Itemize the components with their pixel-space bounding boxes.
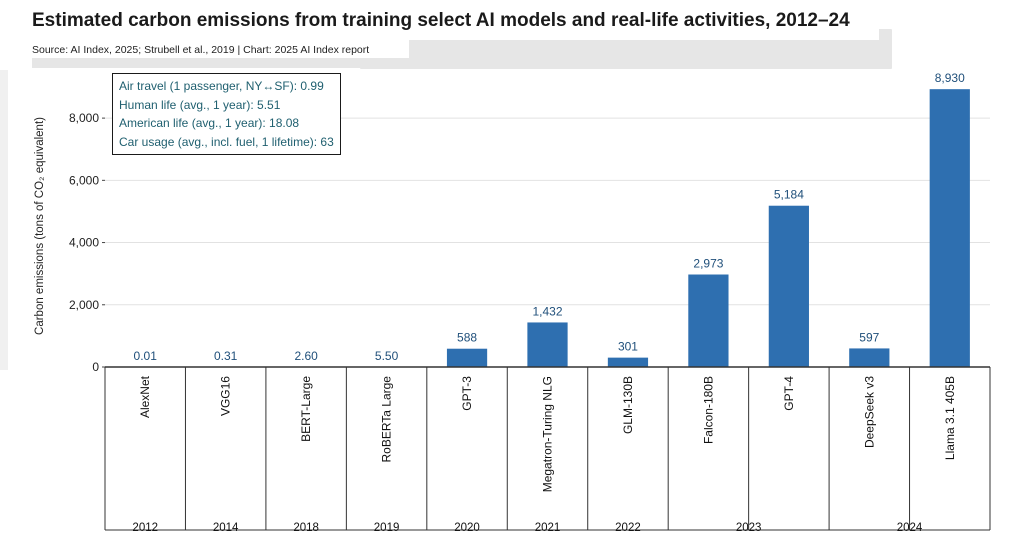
bar-value-label: 5,184 <box>774 188 804 202</box>
decorative-strip <box>0 70 8 370</box>
category-label: AlexNet <box>138 375 152 418</box>
bar-value-label: 301 <box>618 340 638 354</box>
bar-value-label: 8,930 <box>935 71 965 85</box>
y-tick-label: 2,000 <box>69 298 99 312</box>
bar-value-label: 597 <box>859 330 879 344</box>
year-label: 2020 <box>454 522 480 534</box>
bar-value-label: 0.31 <box>214 349 238 363</box>
year-label: 2019 <box>374 522 400 534</box>
bar <box>607 357 649 367</box>
source-background <box>24 40 409 58</box>
bar-value-label: 5.50 <box>375 349 399 363</box>
chart-title: Estimated carbon emissions from training… <box>32 10 850 31</box>
legend-item-american-life: American life (avg., 1 year): 18.08 <box>119 116 300 130</box>
y-tick-label: 6,000 <box>69 173 99 187</box>
reference-legend: Air travel (1 passenger, NY↔SF): 0.99 Hu… <box>112 73 341 155</box>
bar-value-label: 0.01 <box>134 349 158 363</box>
bar <box>688 274 729 367</box>
category-label: VGG16 <box>219 376 233 416</box>
category-label: Llama 3.1 405B <box>943 376 957 460</box>
category-label: BERT-Large <box>299 376 313 442</box>
year-label: 2022 <box>615 522 641 534</box>
year-label: 2023 <box>736 522 762 534</box>
bar <box>527 322 568 367</box>
legend-item-car-usage: Car usage (avg., incl. fuel, 1 lifetime)… <box>119 134 334 149</box>
year-label: 2018 <box>293 522 319 534</box>
decorative-band-lower <box>32 58 892 68</box>
chart-source: Source: AI Index, 2025; Strubell et al.,… <box>32 44 370 56</box>
category-label: Falcon-180B <box>701 376 715 444</box>
bar <box>446 348 488 367</box>
category-label: Megatron-Turing NLG <box>541 376 555 492</box>
y-tick-label: 4,000 <box>69 236 99 250</box>
year-label: 2021 <box>535 522 561 534</box>
y-tick-label: 0 <box>92 360 99 374</box>
year-label: 2012 <box>132 522 158 534</box>
category-label: DeepSeek v3 <box>862 376 876 448</box>
bar <box>929 89 970 367</box>
category-label: GPT-4 <box>782 376 796 411</box>
bar <box>849 348 890 367</box>
bar-value-label: 2.60 <box>294 349 318 363</box>
bar <box>768 205 809 367</box>
category-label: RoBERTa Large <box>380 376 394 463</box>
year-label: 2024 <box>897 522 923 534</box>
bar-value-label: 2,973 <box>693 257 723 271</box>
category-label: GLM-130B <box>621 376 635 434</box>
category-label: GPT-3 <box>460 376 474 411</box>
title-background <box>24 4 879 40</box>
y-tick-label: 8,000 <box>69 111 99 125</box>
year-label: 2014 <box>213 522 239 534</box>
bar-value-label: 588 <box>457 331 477 345</box>
bar-value-label: 1,432 <box>532 304 562 318</box>
legend-item-air-travel: Air travel (1 passenger, NY↔SF): 0.99 <box>119 79 324 93</box>
legend-item-human-life: Human life (avg., 1 year): 5.51 <box>119 97 281 112</box>
